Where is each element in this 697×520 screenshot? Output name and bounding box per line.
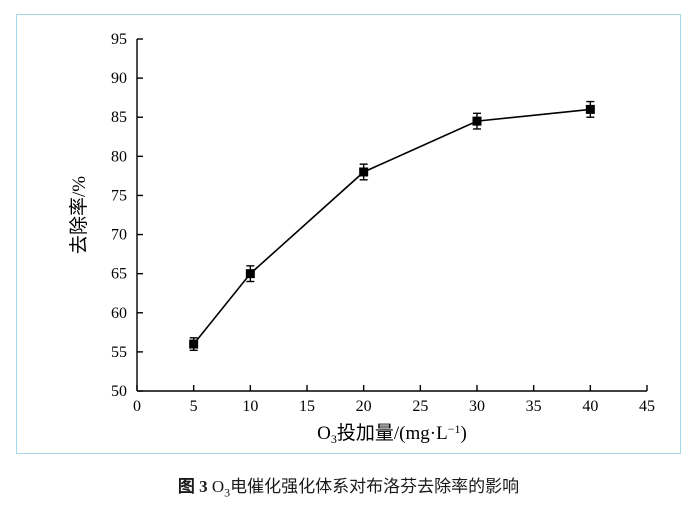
svg-text:60: 60 <box>111 305 127 322</box>
svg-text:35: 35 <box>526 398 542 415</box>
svg-text:85: 85 <box>111 109 127 126</box>
svg-text:55: 55 <box>111 344 127 361</box>
chart-svg: 50 55 60 65 70 75 80 85 90 95 0 5 10 15 20 25 30 35 40 45 去除… <box>17 15 681 454</box>
svg-text:45: 45 <box>639 398 655 415</box>
svg-text:10: 10 <box>242 398 258 415</box>
svg-text:70: 70 <box>111 227 127 244</box>
svg-text:15: 15 <box>299 398 315 415</box>
svg-text:O3投加量/(mg·L−1): O3投加量/(mg·L−1) <box>317 422 467 446</box>
figure-caption: 图 3 O3电催化强化体系对布洛芬去除率的影响 <box>0 454 697 500</box>
svg-text:25: 25 <box>412 398 428 415</box>
svg-text:75: 75 <box>111 187 127 204</box>
svg-text:20: 20 <box>356 398 372 415</box>
svg-text:0: 0 <box>133 398 141 415</box>
svg-text:去除率/%: 去除率/% <box>68 176 90 254</box>
svg-text:65: 65 <box>111 266 127 283</box>
svg-text:80: 80 <box>111 148 127 165</box>
svg-text:90: 90 <box>111 70 127 87</box>
svg-text:95: 95 <box>111 31 127 48</box>
caption-prefix: 图 3 <box>178 477 208 496</box>
figure-container: 50 55 60 65 70 75 80 85 90 95 0 5 10 15 20 25 30 35 40 45 去除… <box>0 0 697 454</box>
chart-frame: 50 55 60 65 70 75 80 85 90 95 0 5 10 15 20 25 30 35 40 45 去除… <box>16 14 681 454</box>
svg-text:30: 30 <box>469 398 485 415</box>
svg-text:5: 5 <box>190 398 198 415</box>
svg-text:40: 40 <box>582 398 598 415</box>
svg-text:50: 50 <box>111 383 127 400</box>
caption-text-2: 电催化强化体系对布洛芬去除率的影响 <box>230 477 519 496</box>
caption-text-1: O <box>208 477 225 496</box>
